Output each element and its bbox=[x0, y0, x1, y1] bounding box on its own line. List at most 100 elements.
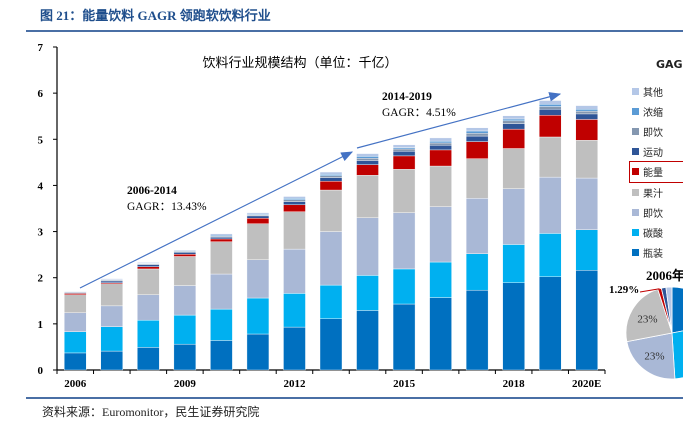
x-tick-label: 2018 bbox=[503, 378, 526, 390]
legend-swatch bbox=[632, 168, 639, 176]
pie-label: 23% bbox=[637, 313, 657, 325]
legend-label: 其他 bbox=[643, 87, 663, 99]
pie-slice-果汁 bbox=[625, 288, 673, 343]
legend-item-其他: 其他 bbox=[630, 81, 683, 101]
x-tick-label: 2009 bbox=[174, 378, 197, 390]
bar-segment-瓶装-2009 bbox=[173, 343, 197, 371]
y-tick-label: 6 bbox=[38, 88, 44, 100]
legend-label: 运动 bbox=[643, 148, 663, 160]
legend-item-能量: 能量 bbox=[629, 160, 683, 183]
bar-segment-即饮-2013 bbox=[319, 175, 343, 178]
legend-label: 能量 bbox=[643, 168, 663, 180]
bar-segment-瓶装-2017 bbox=[465, 289, 489, 371]
bar-segment-能量-2018 bbox=[502, 128, 525, 149]
bar-segment-即饮-2007 bbox=[100, 305, 124, 327]
legend-label: 浓缩 bbox=[643, 107, 663, 119]
pie-slice-瓶装 bbox=[671, 286, 683, 334]
pie-slice-碳酸 bbox=[671, 330, 683, 380]
legend-item-浓缩: 浓缩 bbox=[630, 101, 683, 121]
bar-segment-能量-2010 bbox=[210, 238, 233, 242]
bar-segment-瓶装-2008 bbox=[137, 347, 160, 371]
bar-segment-即饮-2018 bbox=[502, 188, 525, 245]
bar-segment-果汁-2012 bbox=[283, 211, 306, 250]
bar-segment-能量-2009 bbox=[173, 253, 197, 257]
legend-label: 碳酸 bbox=[643, 228, 663, 240]
bar-segment-瓶装-2020E bbox=[575, 270, 598, 371]
bar-segment-其他-2009 bbox=[173, 249, 197, 252]
x-tick-label: 2006 bbox=[64, 378, 87, 390]
y-tick-label: 7 bbox=[38, 42, 44, 54]
bar-segment-碳酸-2006 bbox=[64, 331, 87, 354]
bar-segment-运动-2016 bbox=[429, 145, 452, 151]
bar-segment-果汁-2016 bbox=[429, 165, 452, 207]
x-tick-label: 2020E bbox=[572, 378, 601, 390]
pie-label: 1.29% bbox=[609, 284, 639, 296]
bar-segment-即饮-2011 bbox=[246, 259, 270, 299]
pie-slice-即饮 bbox=[626, 332, 676, 380]
bar-segment-其他-2014 bbox=[356, 153, 379, 157]
bar-segment-能量-2011 bbox=[246, 217, 270, 224]
legend-swatch bbox=[632, 107, 639, 115]
figure-title: 图 21：能量饮料 GAGR 领跑软饮料行业 bbox=[40, 8, 271, 23]
bar-segment-即饮-2019 bbox=[539, 106, 562, 110]
bar-segment-浓缩-2013 bbox=[319, 174, 343, 176]
bar-segment-即饮-2010 bbox=[210, 273, 233, 310]
bar-segment-浓缩-2020E bbox=[575, 109, 598, 112]
legend-swatch bbox=[632, 208, 639, 216]
bar-segment-果汁-2011 bbox=[246, 223, 270, 260]
bar-segment-瓶装-2016 bbox=[429, 297, 452, 371]
bar-segment-果汁-2007 bbox=[100, 283, 124, 307]
legend-label: 果汁 bbox=[643, 188, 663, 200]
legend-swatch bbox=[632, 188, 639, 196]
bar-segment-即饮-2015 bbox=[392, 212, 416, 270]
source-note: 资料来源：Euromonitor，民生证券研究院 bbox=[42, 405, 260, 419]
bar-segment-能量-2012 bbox=[283, 204, 306, 212]
bar-segment-碳酸-2007 bbox=[100, 326, 124, 352]
bar-segment-果汁-2013 bbox=[319, 189, 343, 232]
bar-segment-瓶装-2011 bbox=[246, 333, 270, 371]
bar-segment-能量-2015 bbox=[392, 155, 416, 170]
bar-segment-运动-2015 bbox=[392, 151, 416, 157]
bar-segment-能量-2019 bbox=[539, 115, 562, 138]
legend-item-运动: 运动 bbox=[630, 142, 683, 162]
bar-segment-运动-2008 bbox=[137, 264, 160, 267]
bar-segment-其他-2011 bbox=[246, 212, 270, 215]
bar-segment-碳酸-2009 bbox=[173, 314, 197, 345]
bar-segment-果汁-2014 bbox=[356, 175, 379, 218]
bar-segment-瓶装-2006 bbox=[64, 352, 87, 371]
bar-segment-瓶装-2010 bbox=[210, 340, 233, 371]
legend-swatch bbox=[632, 249, 639, 257]
legend-title: GAG bbox=[656, 58, 683, 71]
bar-segment-即饮-2018 bbox=[502, 120, 525, 124]
bar-segment-瓶装-2015 bbox=[392, 303, 416, 371]
bar-segment-浓缩-2019 bbox=[539, 104, 562, 107]
x-tick-label: 2015 bbox=[393, 378, 416, 390]
bar-segment-即饮-2014 bbox=[356, 217, 379, 276]
y-tick-label: 3 bbox=[38, 227, 44, 239]
bar-segment-碳酸-2013 bbox=[319, 284, 343, 319]
annotation-period: 2006-2014 bbox=[127, 185, 177, 197]
bar-segment-其他-2020E bbox=[575, 105, 598, 110]
bar-segment-即饮-2012 bbox=[283, 199, 306, 202]
bar-segment-瓶装-2014 bbox=[356, 310, 379, 371]
bar-segment-瓶装-2007 bbox=[100, 350, 124, 371]
bar-segment-瓶装-2013 bbox=[319, 318, 343, 371]
bar-segment-能量-2016 bbox=[429, 149, 452, 167]
bar-segment-即饮-2017 bbox=[465, 133, 489, 137]
bar-segment-碳酸-2016 bbox=[429, 261, 452, 298]
bar-segment-其他-2019 bbox=[539, 100, 562, 105]
legend-swatch bbox=[632, 228, 639, 236]
bar-segment-即饮-2012 bbox=[283, 248, 306, 294]
bar-segment-即饮-2016 bbox=[429, 206, 452, 263]
pie-slice-其他 bbox=[665, 286, 673, 334]
pie-leader-line bbox=[639, 288, 660, 293]
bar-segment-其他-2010 bbox=[210, 233, 233, 236]
bar-segment-其他-2017 bbox=[465, 127, 489, 132]
bar-segment-瓶装-2019 bbox=[539, 276, 562, 371]
bar-segment-碳酸-2012 bbox=[283, 293, 306, 328]
bar-segment-即饮-2015 bbox=[392, 148, 416, 152]
y-tick-label: 1 bbox=[38, 319, 44, 331]
chart-title: 饮料行业规模结构（单位：千亿） bbox=[202, 56, 397, 71]
legend-item-即饮: 即饮 bbox=[630, 202, 683, 222]
annotation-period: 2014-2019 bbox=[382, 91, 432, 103]
